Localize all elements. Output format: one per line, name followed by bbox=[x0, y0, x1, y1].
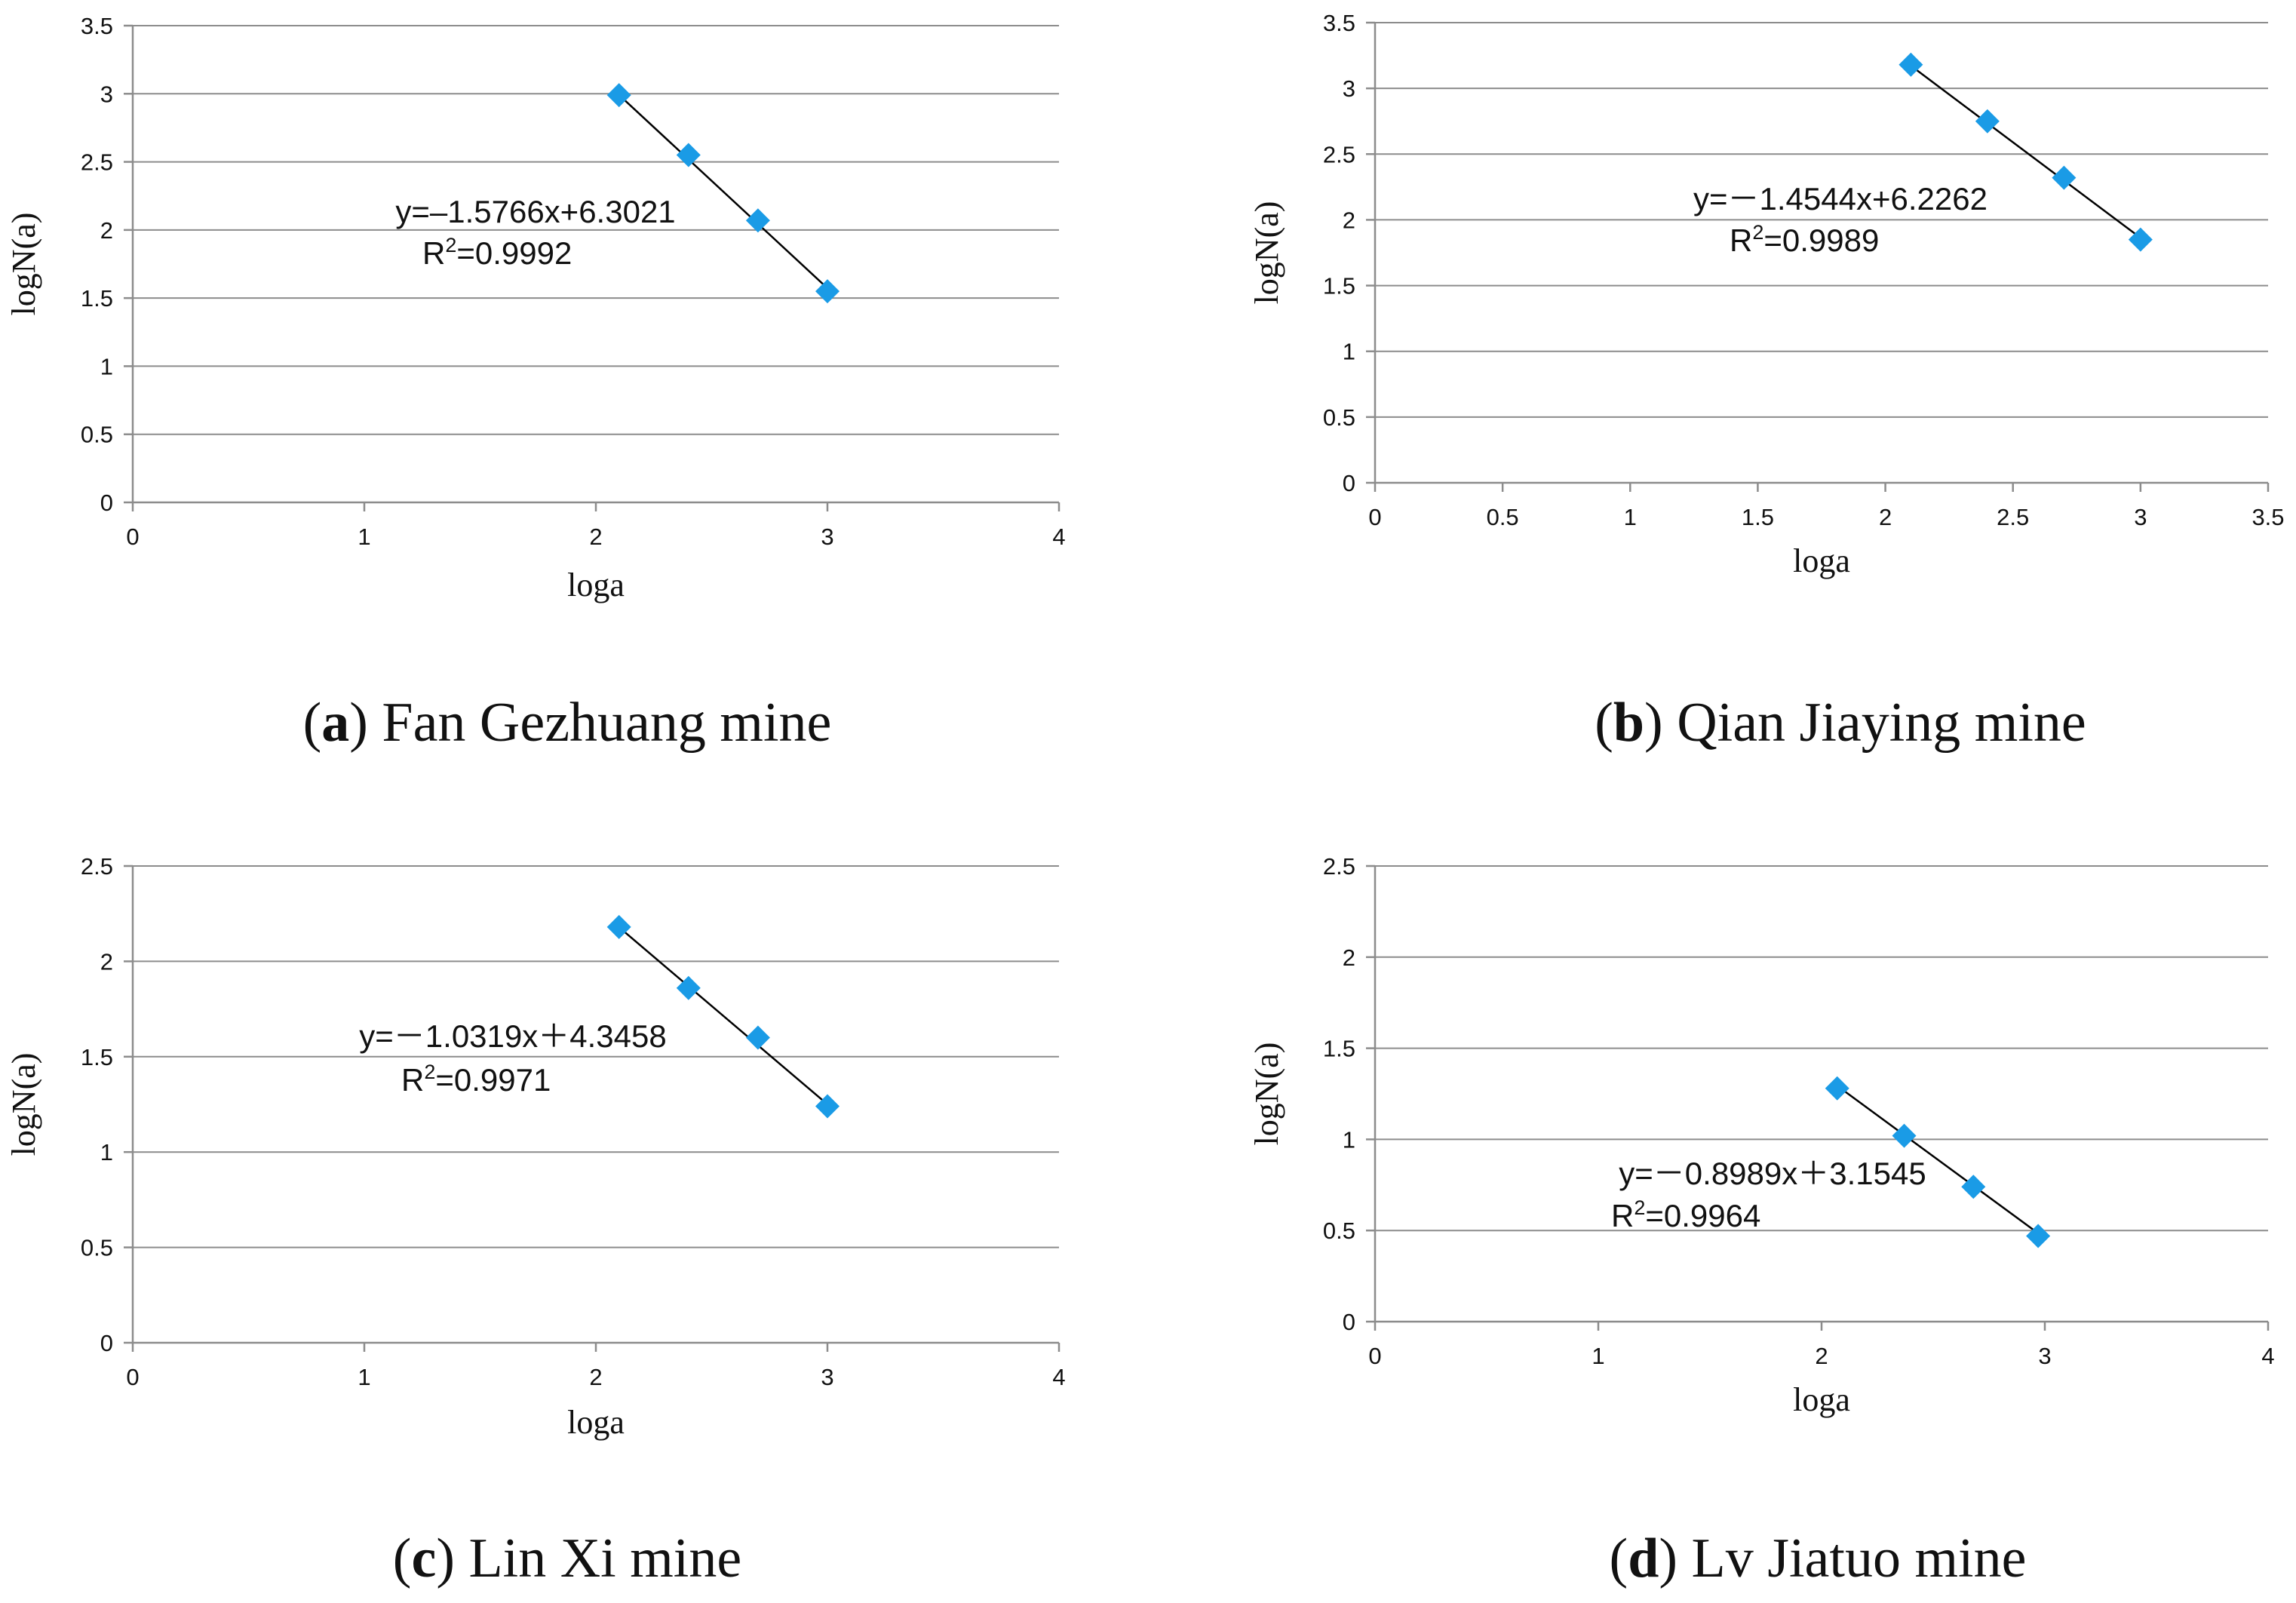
data-point bbox=[676, 143, 701, 167]
y-axis-title: logN(a) bbox=[1248, 1043, 1285, 1146]
trend-line bbox=[1910, 65, 2141, 239]
y-tick-label: 3 bbox=[100, 81, 113, 107]
data-point bbox=[606, 914, 631, 939]
y-tick-label: 2 bbox=[100, 948, 113, 975]
y-tick-label: 1.5 bbox=[81, 1044, 113, 1070]
y-tick-label: 0 bbox=[1343, 1309, 1355, 1335]
x-tick-label: 0 bbox=[1368, 1343, 1381, 1369]
y-tick-label: 2 bbox=[100, 217, 113, 244]
x-tick-label: 1 bbox=[358, 1364, 370, 1390]
x-tick-label: 3 bbox=[821, 524, 833, 550]
r-squared-label: R2=0.9989 bbox=[1730, 221, 1879, 258]
y-tick-label: 0 bbox=[100, 1330, 113, 1356]
y-tick-label: 2.5 bbox=[81, 149, 113, 176]
x-tick-label: 2.5 bbox=[1997, 504, 2029, 530]
y-tick-label: 3.5 bbox=[81, 13, 113, 39]
data-point bbox=[1975, 109, 2000, 134]
y-tick-label: 1.5 bbox=[1323, 1036, 1355, 1062]
y-tick-label: 0 bbox=[100, 490, 113, 516]
x-axis-title: loga bbox=[1793, 542, 1850, 579]
y-tick-label: 2.5 bbox=[81, 853, 113, 880]
x-tick-label: 3.5 bbox=[2251, 504, 2284, 530]
x-tick-label: 3 bbox=[821, 1364, 833, 1390]
x-tick-label: 0 bbox=[126, 524, 139, 550]
y-axis-title: logN(a) bbox=[5, 213, 42, 316]
x-tick-label: 4 bbox=[2261, 1343, 2274, 1369]
regression-equation: y=－1.0319x＋4.3458 bbox=[359, 1018, 666, 1054]
y-tick-label: 3 bbox=[1343, 75, 1355, 102]
x-tick-label: 0 bbox=[1368, 504, 1381, 530]
y-axis-title: logN(a) bbox=[1248, 201, 1285, 305]
panel-caption: (a) Fan Gezhuang mine bbox=[303, 692, 832, 754]
x-tick-label: 3 bbox=[2134, 504, 2147, 530]
y-tick-label: 1 bbox=[100, 353, 113, 379]
chart-panel-a: 0 0.5 1 1.5 2 2.5 3 3.5 0 1 2 3 4 loga logN(a) y=–1.576… bbox=[5, 13, 1066, 754]
y-tick-label: 0.5 bbox=[81, 1235, 113, 1261]
trend-line bbox=[1836, 1085, 2039, 1234]
x-tick-label: 2 bbox=[589, 524, 602, 550]
data-point bbox=[1961, 1175, 1986, 1199]
data-point bbox=[2026, 1224, 2051, 1248]
y-tick-label: 1 bbox=[1343, 339, 1355, 365]
x-axis-title: loga bbox=[567, 1404, 625, 1441]
chart-panel-b: 0 0.5 1 1.5 2 2.5 3 3.5 0 0.5 1 1.5 2 2.5 3 3.5 loga logN… bbox=[1248, 10, 2285, 754]
x-tick-label: 1 bbox=[1592, 1343, 1604, 1369]
regression-equation: y=－0.8989x＋3.1545 bbox=[1619, 1156, 1926, 1191]
data-point bbox=[745, 1025, 770, 1050]
data-point bbox=[1892, 1123, 1917, 1148]
y-tick-label: 1.5 bbox=[81, 285, 113, 312]
r-squared-label: R2=0.9971 bbox=[401, 1061, 551, 1098]
data-point bbox=[606, 83, 631, 108]
y-tick-label: 2.5 bbox=[1323, 141, 1355, 167]
panel-caption: (b) Qian Jiaying mine bbox=[1595, 692, 2086, 754]
trend-line bbox=[618, 94, 828, 290]
y-tick-label: 1.5 bbox=[1323, 273, 1355, 299]
data-point bbox=[1898, 52, 1923, 77]
data-point bbox=[676, 975, 701, 1000]
panel-caption: (d) Lv Jiatuo mine bbox=[1610, 1528, 2027, 1589]
x-tick-label: 4 bbox=[1052, 1364, 1065, 1390]
x-tick-label: 1 bbox=[1624, 504, 1637, 530]
y-tick-label: 0.5 bbox=[1323, 1218, 1355, 1244]
y-tick-label: 1 bbox=[100, 1139, 113, 1165]
x-tick-label: 3 bbox=[2038, 1343, 2051, 1369]
regression-equation: y=－1.4544x+6.2262 bbox=[1693, 181, 1988, 216]
x-tick-label: 0.5 bbox=[1487, 504, 1519, 530]
x-tick-label: 1 bbox=[358, 524, 370, 550]
trend-line bbox=[618, 926, 828, 1105]
r-squared-label: R2=0.9992 bbox=[422, 234, 572, 271]
x-tick-label: 2 bbox=[589, 1364, 602, 1390]
y-tick-label: 3.5 bbox=[1323, 10, 1355, 36]
y-axis-title: logN(a) bbox=[5, 1053, 42, 1156]
x-tick-label: 2 bbox=[1815, 1343, 1828, 1369]
y-tick-label: 1 bbox=[1343, 1126, 1355, 1153]
data-point bbox=[1825, 1076, 1849, 1101]
regression-equation: y=–1.5766x+6.3021 bbox=[395, 194, 675, 229]
data-point bbox=[745, 208, 770, 233]
data-point bbox=[815, 1094, 840, 1119]
data-point bbox=[2052, 165, 2077, 190]
x-tick-label: 1.5 bbox=[1742, 504, 1774, 530]
r-squared-label: R2=0.9964 bbox=[1611, 1196, 1760, 1233]
x-axis-title: loga bbox=[1793, 1381, 1850, 1418]
chart-panel-c: 0 0.5 1 1.5 2 2.5 0 1 2 3 4 loga logN(a) y=－1.0319x＋4… bbox=[5, 853, 1066, 1589]
y-tick-label: 2.5 bbox=[1323, 853, 1355, 880]
y-tick-label: 2 bbox=[1343, 944, 1355, 971]
y-tick-label: 0 bbox=[1343, 470, 1355, 496]
y-tick-label: 2 bbox=[1343, 207, 1355, 233]
x-axis-title: loga bbox=[567, 567, 625, 603]
x-tick-label: 4 bbox=[1052, 524, 1065, 550]
x-tick-label: 0 bbox=[126, 1364, 139, 1390]
y-tick-label: 0.5 bbox=[81, 422, 113, 448]
chart-panel-d: 0 0.5 1 1.5 2 2.5 0 1 2 3 4 loga logN(a) y=－0.8989x＋3… bbox=[1248, 853, 2275, 1589]
data-point bbox=[815, 279, 840, 304]
y-tick-label: 0.5 bbox=[1323, 404, 1355, 431]
data-point bbox=[2128, 227, 2153, 252]
panel-caption: (c) Lin Xi mine bbox=[393, 1528, 741, 1589]
x-tick-label: 2 bbox=[1879, 504, 1892, 530]
